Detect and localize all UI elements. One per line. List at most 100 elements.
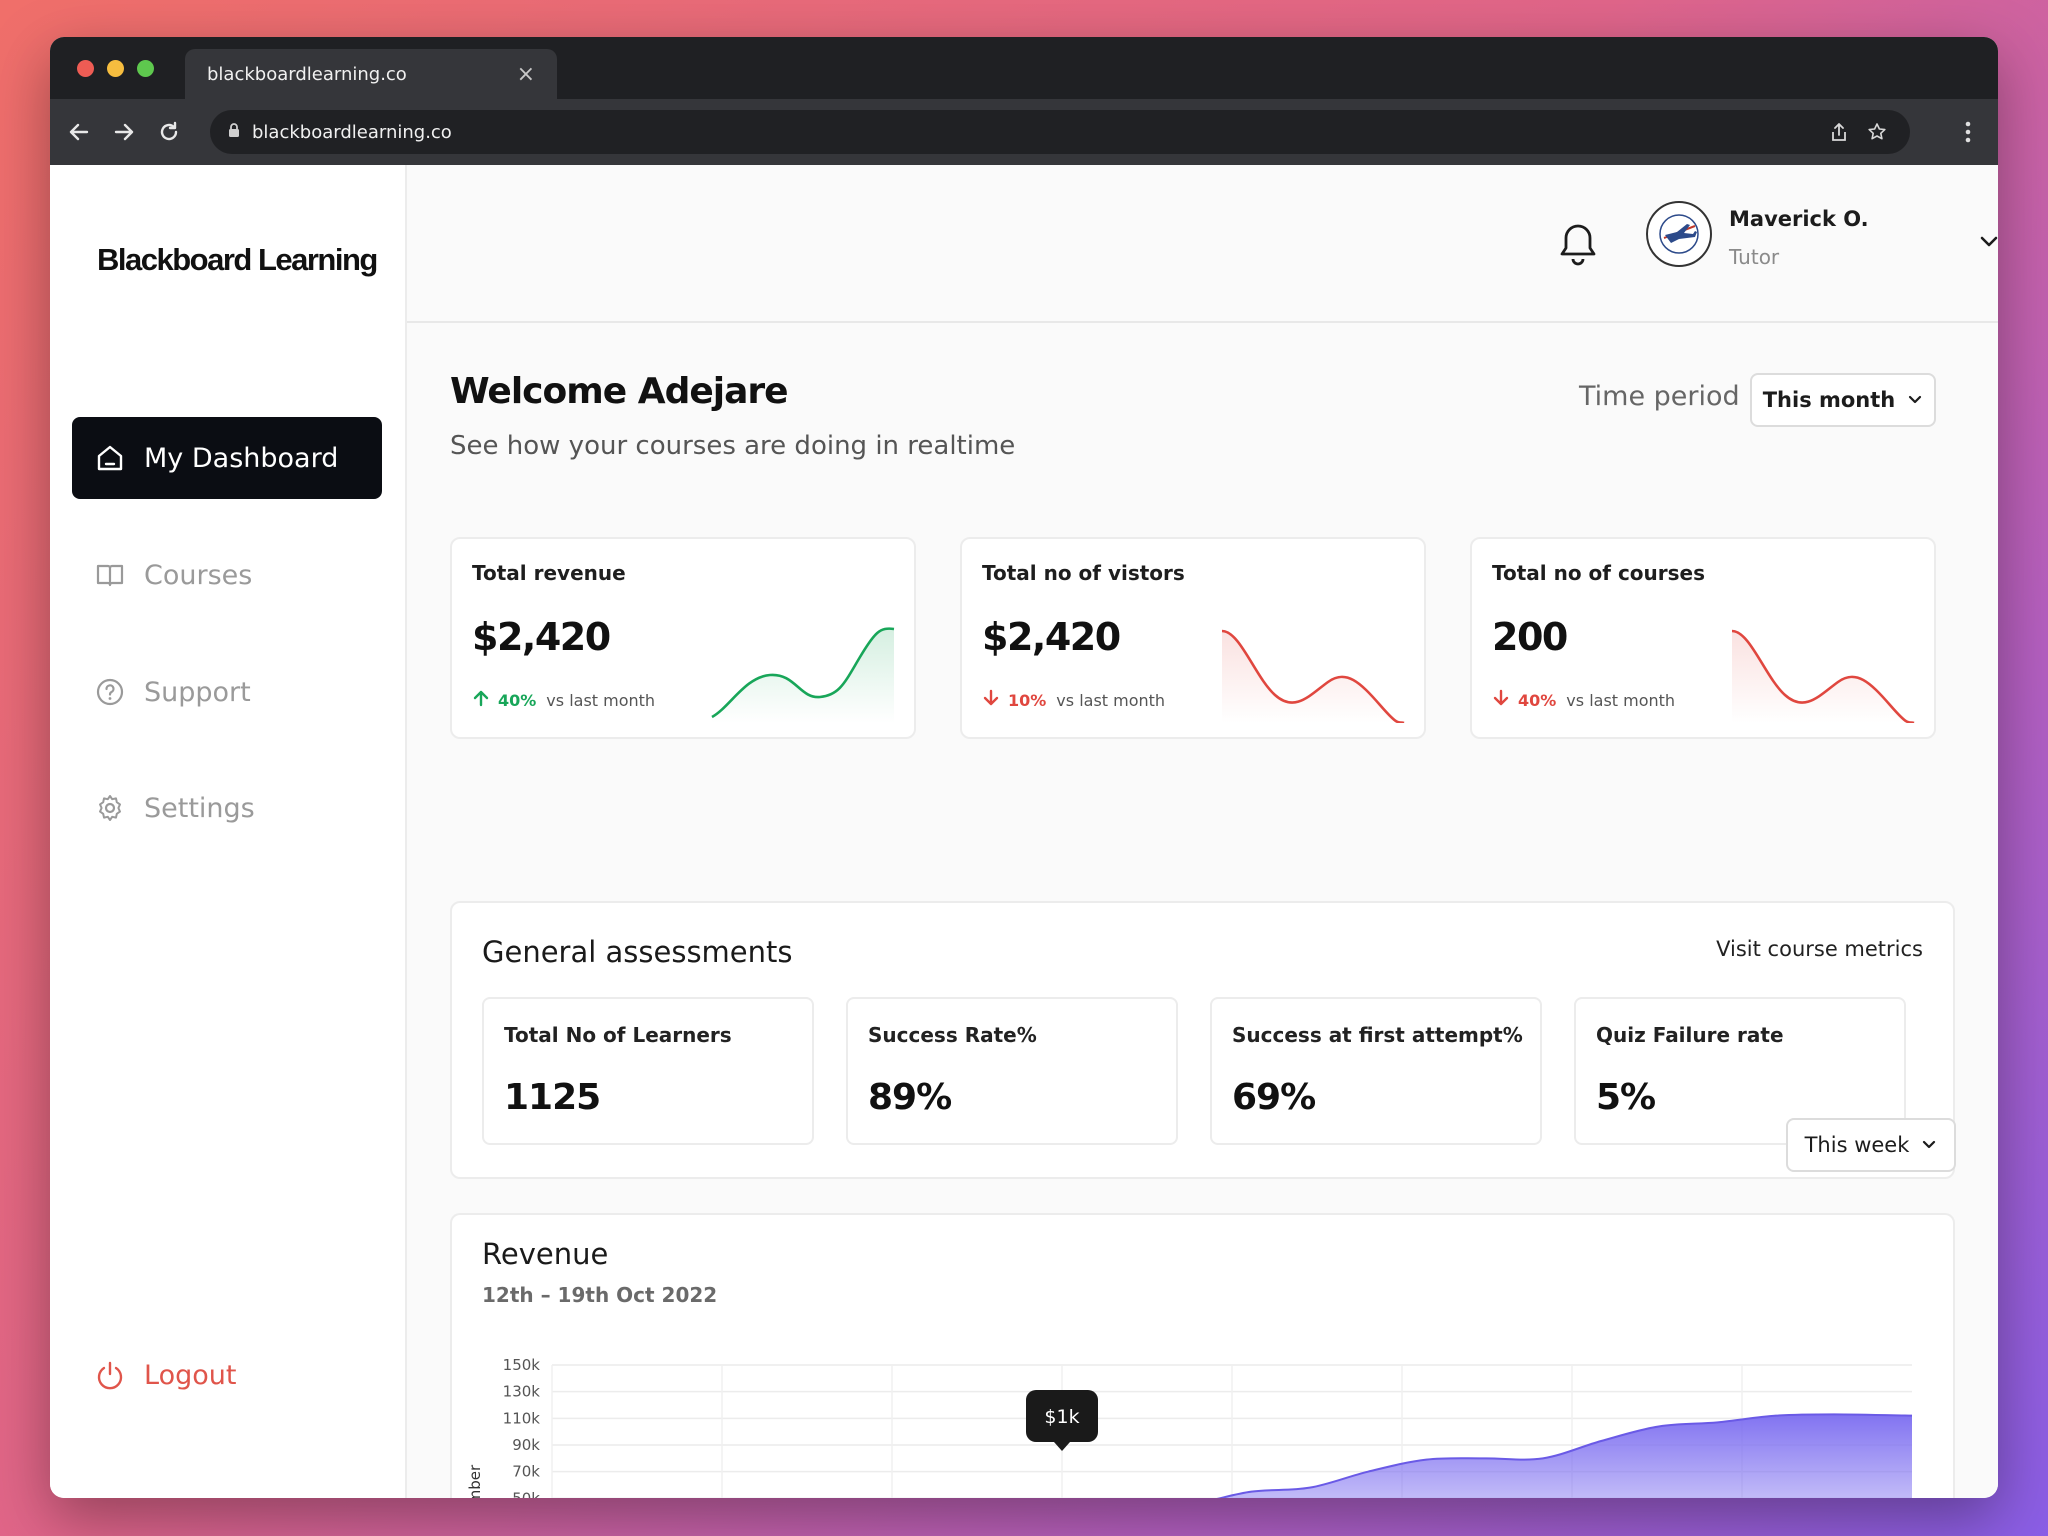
browser-menu-icon[interactable] [1958, 117, 1978, 147]
address-bar[interactable]: blackboardlearning.co [210, 110, 1910, 154]
top-header: Maverick O. Tutor [407, 165, 1998, 323]
sidebar-item-support[interactable]: Support [72, 651, 382, 733]
minimize-window-button[interactable] [107, 60, 124, 77]
y-axis-label: Number [466, 1464, 484, 1498]
stat-change: 40% vs last month [1492, 689, 1675, 711]
sidebar-item-courses[interactable]: Courses [72, 534, 382, 616]
stat-value: $2,420 [472, 615, 611, 659]
stat-change: 40% vs last month [472, 689, 655, 711]
metric-value: 89% [868, 1077, 952, 1118]
time-period-select[interactable]: This month [1750, 373, 1936, 427]
chevron-down-icon [1907, 388, 1923, 412]
revenue-panel: Revenue 12th – 19th Oct 2022 150k 130k 110… [450, 1213, 1955, 1498]
browser-titlebar: blackboardlearning.co × [50, 37, 1998, 99]
time-period-value: This month [1762, 388, 1896, 412]
metric-card: Success Rate% 89% [846, 997, 1178, 1145]
metric-label: Quiz Failure rate [1596, 1023, 1784, 1047]
revenue-period-select[interactable]: This week [1786, 1118, 1956, 1172]
general-assessments-panel: General assessments Visit course metrics… [450, 901, 1955, 1179]
chevron-down-icon[interactable] [1975, 227, 1998, 255]
stat-compare: vs last month [1566, 690, 1676, 710]
metric-value: 69% [1232, 1077, 1316, 1118]
back-arrow-icon[interactable] [62, 115, 96, 149]
metric-card: Success at first attempt% 69% [1210, 997, 1542, 1145]
visit-course-metrics-link[interactable]: Visit course metrics [1716, 937, 1923, 961]
sidebar: Blackboard Learning My Dashboard Courses… [50, 165, 407, 1498]
share-icon[interactable] [1824, 117, 1854, 147]
metric-value: 1125 [504, 1077, 601, 1118]
sidebar-item-settings[interactable]: Settings [72, 767, 382, 849]
avatar[interactable] [1646, 201, 1712, 267]
sidebar-item-label: Support [144, 676, 251, 708]
revenue-period-value: This week [1804, 1133, 1910, 1157]
chart-tooltip-pointer [1054, 1442, 1070, 1451]
page-subtitle: See how your courses are doing in realti… [450, 431, 1016, 461]
arrow-down-icon [982, 689, 1000, 711]
chevron-down-icon [1921, 1133, 1937, 1157]
main-content: Welcome Adejare See how your courses are… [407, 323, 1998, 1498]
y-tick-label: 50k [512, 1489, 540, 1498]
tab-close-icon[interactable]: × [516, 61, 535, 87]
stat-title: Total no of vistors [982, 561, 1185, 585]
arrow-up-icon [472, 689, 490, 711]
date-range: 12th – 19th Oct 2022 [482, 1283, 718, 1307]
stat-change-percent: 40% [1518, 690, 1557, 710]
user-role: Tutor [1729, 245, 1780, 269]
sidebar-item-dashboard[interactable]: My Dashboard [72, 417, 382, 499]
chart-tooltip [1026, 1390, 1098, 1442]
lock-icon [228, 122, 240, 142]
browser-toolbar: blackboardlearning.co [50, 99, 1998, 165]
power-icon [94, 1359, 126, 1391]
sidebar-item-label: Courses [144, 559, 253, 591]
sparkline-down [1221, 629, 1405, 723]
metric-label: Success at first attempt% [1232, 1023, 1523, 1047]
bell-icon[interactable] [1556, 220, 1600, 268]
stat-card-courses: Total no of courses 200 40% vs last mont… [1470, 537, 1936, 739]
stat-card-visitors: Total no of vistors $2,420 10% vs last m… [960, 537, 1426, 739]
y-tick-label: 130k [503, 1383, 541, 1401]
stat-title: Total revenue [472, 561, 626, 585]
revenue-area [1221, 1414, 1912, 1498]
stat-change-percent: 10% [1008, 690, 1047, 710]
stat-compare: vs last month [546, 690, 656, 710]
revenue-area-chart: 150k130k110k90k70k50k30k10k0NumberMonTue… [466, 1356, 1913, 1498]
tab-title: blackboardlearning.co [207, 63, 407, 85]
arrow-down-icon [1492, 689, 1510, 711]
forward-arrow-icon[interactable] [107, 115, 141, 149]
close-window-button[interactable] [77, 60, 94, 77]
logout-button[interactable]: Logout [72, 1334, 382, 1416]
y-tick-label: 70k [512, 1463, 540, 1481]
url-text: blackboardlearning.co [252, 121, 452, 143]
home-icon [94, 442, 126, 474]
browser-window: blackboardlearning.co × blackboardlearni… [50, 37, 1998, 1498]
stat-value: $2,420 [982, 615, 1121, 659]
stat-compare: vs last month [1056, 690, 1166, 710]
sidebar-item-label: My Dashboard [144, 442, 339, 474]
reload-icon[interactable] [152, 115, 186, 149]
bookmark-star-icon[interactable] [1862, 117, 1892, 147]
revenue-line [1216, 1413, 1913, 1498]
brand-logo[interactable]: Blackboard Learning [97, 242, 378, 277]
time-period-label: Time period [1579, 381, 1740, 412]
browser-tab[interactable]: blackboardlearning.co × [185, 49, 557, 99]
stat-title: Total no of courses [1492, 561, 1706, 585]
section-title: General assessments [482, 935, 793, 969]
y-tick-label: 90k [512, 1436, 540, 1454]
sparkline-up [711, 627, 895, 723]
app: Blackboard Learning My Dashboard Courses… [50, 165, 1998, 1498]
book-icon [94, 559, 126, 591]
metric-label: Total No of Learners [504, 1023, 732, 1047]
metric-label: Success Rate% [868, 1023, 1037, 1047]
gear-icon [94, 792, 126, 824]
sidebar-item-label: Settings [144, 792, 255, 824]
maximize-window-button[interactable] [137, 60, 154, 77]
help-circle-icon [94, 676, 126, 708]
stat-value: 200 [1492, 615, 1568, 659]
page-title: Welcome Adejare [450, 371, 789, 412]
y-tick-label: 150k [503, 1356, 541, 1374]
stat-card-revenue: Total revenue $2,420 40% vs last month [450, 537, 916, 739]
logout-label: Logout [144, 1359, 237, 1391]
stat-change: 10% vs last month [982, 689, 1165, 711]
chart-tooltip-label: $1k [1044, 1406, 1079, 1428]
metric-value: 5% [1596, 1077, 1656, 1118]
